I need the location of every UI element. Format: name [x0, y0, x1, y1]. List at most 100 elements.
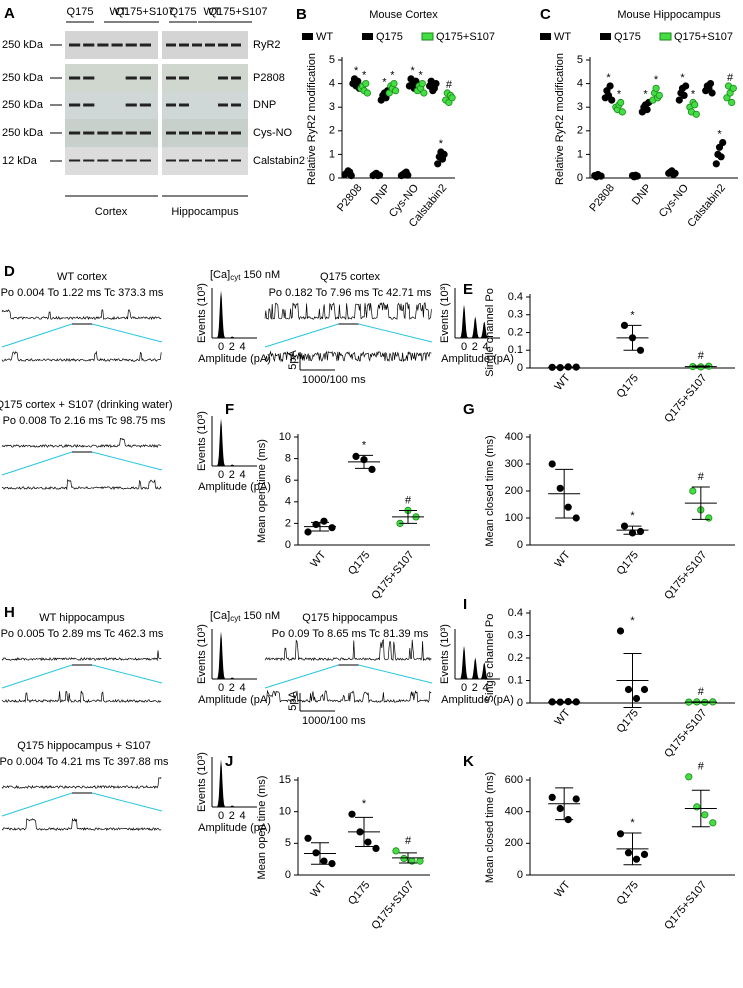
- x-tick-label: Q175: [346, 879, 372, 907]
- y-axis-label: Single channel Po: [484, 614, 496, 703]
- y-tick-label: 0: [517, 869, 523, 881]
- data-point: [352, 452, 360, 460]
- channel-trace: [1, 350, 162, 362]
- y-axis-label: Mean open time (ms): [256, 439, 268, 543]
- data-point: [689, 487, 697, 495]
- blot-band: [205, 43, 215, 47]
- blot-band: [231, 159, 241, 162]
- data-point: [368, 465, 376, 473]
- blot-band: [83, 76, 95, 80]
- blot-band: [166, 103, 176, 107]
- y-tick-label: 600: [505, 774, 523, 786]
- significance: *: [606, 72, 611, 84]
- histogram: [455, 304, 500, 338]
- zoom-line: [91, 451, 163, 471]
- blot-band: [179, 131, 189, 135]
- trace-stats: Po 0.004 To 1.22 ms Tc 373.3 ms: [1, 287, 164, 299]
- channel-trace: [265, 689, 432, 704]
- hist-tick-label: 0: [218, 469, 224, 481]
- y-tick-label: 1: [329, 148, 335, 160]
- y-tick-label: 4: [329, 78, 335, 90]
- data-point: [701, 811, 709, 819]
- protein-label: Calstabin2: [253, 155, 305, 167]
- hist-tick-label: 0: [218, 341, 224, 353]
- trace-title: WT hippocampus: [39, 612, 125, 624]
- y-axis-label: Relative RyR2 modification: [554, 53, 566, 185]
- chart-title: Mouse Hippocampus: [617, 9, 721, 21]
- marker-label: 12 kDa: [2, 155, 38, 167]
- blot-band: [83, 43, 95, 47]
- hist-ylabel: Events (10³): [196, 752, 208, 812]
- hist-tick-label: 2: [229, 682, 235, 694]
- blot-band: [125, 43, 137, 47]
- data-point: [440, 150, 448, 158]
- significance: *: [362, 439, 367, 451]
- scale-time: 1000/100 ms: [302, 374, 366, 386]
- hist-tick-label: 4: [240, 682, 246, 694]
- data-point: [616, 627, 625, 635]
- y-axis-label: Mean closed time (ms): [484, 772, 496, 883]
- data-point: [728, 98, 736, 107]
- blot-band: [231, 43, 241, 47]
- x-tick-label: Q175: [346, 549, 372, 577]
- significance: #: [698, 761, 705, 773]
- blot-band: [231, 103, 241, 107]
- condition-value: 150 nM: [243, 269, 280, 281]
- condition-text: [Ca]: [210, 610, 230, 622]
- data-point: [640, 685, 649, 694]
- y-tick-label: 200: [505, 837, 523, 849]
- chart-title: Mouse Cortex: [369, 9, 438, 21]
- hist-xlabel: Amplitude (pA): [441, 353, 514, 365]
- data-point: [391, 87, 400, 95]
- x-tick-label: WT: [553, 879, 573, 900]
- panel-label: F: [225, 401, 234, 418]
- hist-tick-label: 4: [240, 469, 246, 481]
- data-point: [632, 855, 641, 863]
- panel-label: E: [463, 281, 473, 298]
- y-tick-label: 4: [285, 496, 291, 508]
- protein-label: Cys-NO: [253, 127, 293, 139]
- x-tick-label: Q175+S107: [662, 879, 709, 932]
- significance: *: [362, 798, 367, 810]
- hist-tick-label: 4: [240, 341, 246, 353]
- data-point: [632, 694, 641, 703]
- legend-label: Q175: [376, 31, 403, 43]
- scale-current: 5pA: [287, 691, 299, 711]
- trace-title: Q175 cortex: [320, 271, 380, 283]
- channel-trace: [1, 437, 162, 449]
- y-tick-label: 0: [517, 362, 523, 374]
- panel-label: H: [4, 604, 15, 621]
- region-label: Hippocampus: [171, 206, 239, 218]
- condition-label: [Ca]cyt 150 nM: [210, 269, 280, 282]
- y-tick-label: 2: [577, 125, 583, 137]
- blot-band: [179, 103, 189, 107]
- data-point: [691, 101, 699, 109]
- data-point: [640, 850, 649, 859]
- legend-label: Q175: [614, 31, 641, 43]
- significance: #: [698, 471, 705, 483]
- significance: *: [691, 88, 696, 100]
- blot-band: [218, 131, 228, 135]
- data-point: [392, 847, 400, 855]
- y-tick-label: 400: [505, 806, 523, 818]
- significance: *: [439, 138, 444, 150]
- data-point: [412, 77, 420, 85]
- blot-band: [83, 103, 95, 107]
- hist-tick-label: 4: [240, 810, 246, 822]
- data-point: [655, 91, 663, 100]
- blot-band: [231, 76, 241, 80]
- y-tick-label: 0: [517, 539, 523, 551]
- x-tick-label: Q175: [615, 879, 641, 907]
- zoom-line: [264, 664, 339, 689]
- data-point: [312, 520, 320, 529]
- blot-band: [192, 43, 202, 47]
- significance: *: [654, 74, 659, 86]
- data-point: [320, 517, 328, 525]
- data-point: [682, 82, 690, 90]
- y-tick-label: 10: [279, 431, 291, 443]
- blot-band: [69, 131, 81, 135]
- blot-band: [97, 131, 109, 135]
- panel-label: G: [463, 401, 475, 418]
- data-point: [617, 98, 625, 107]
- significance: *: [630, 817, 635, 829]
